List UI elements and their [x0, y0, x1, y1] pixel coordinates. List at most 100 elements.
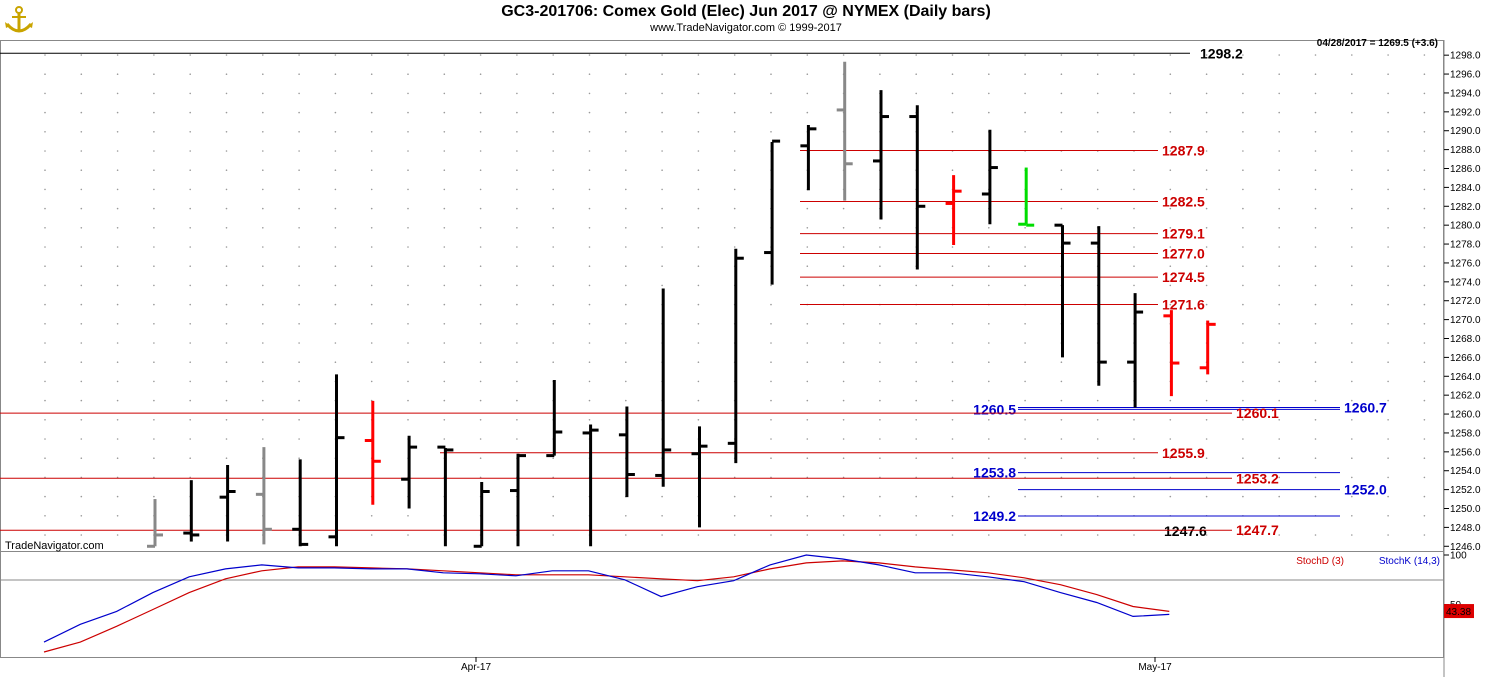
grid-dot: [225, 284, 228, 287]
grid-dot: [479, 131, 482, 133]
grid-dot: [262, 265, 264, 268]
grid-dot: [1278, 303, 1280, 306]
grid-dot: [1314, 188, 1317, 191]
grid-dot: [1314, 495, 1317, 498]
grid-dot: [625, 111, 627, 114]
grid-dot: [988, 265, 990, 268]
grid-dot: [189, 303, 191, 306]
grid-dot: [334, 188, 337, 191]
grid-dot: [915, 342, 917, 344]
grid-dot: [915, 534, 917, 536]
grid-dot: [116, 246, 119, 248]
y-tick-label: 1270.0: [1450, 315, 1481, 326]
grid-dot: [1387, 131, 1389, 133]
grid-dot: [189, 111, 191, 114]
grid-dot: [1387, 515, 1389, 517]
grid-dot: [1096, 457, 1099, 460]
grid-dot: [1351, 150, 1353, 152]
grid-dot: [153, 438, 155, 440]
ohlc-bar: [401, 435, 418, 509]
x-tick-label: May-17: [1138, 662, 1172, 673]
grid-dot: [1314, 131, 1317, 133]
grid-dot: [516, 399, 518, 402]
grid-dot: [806, 207, 809, 210]
y-tick-label: 1296.0: [1450, 70, 1481, 81]
grid-dot: [879, 246, 881, 248]
grid-dot: [1423, 323, 1426, 325]
grid-dot: [842, 380, 845, 383]
grid-dot: [1060, 399, 1063, 402]
grid-dot: [262, 227, 264, 229]
grid-dot: [516, 419, 518, 421]
grid-dot: [443, 207, 446, 210]
grid-dot: [262, 303, 264, 306]
grid-dot: [625, 380, 627, 383]
grid-dot: [298, 380, 300, 383]
grid-dot: [225, 92, 228, 95]
grid-dot: [842, 265, 845, 268]
grid-dot: [1133, 495, 1135, 498]
grid-dot: [80, 188, 83, 191]
ohlc-bar: [909, 105, 926, 270]
grid-dot: [1278, 131, 1280, 133]
grid-dot: [225, 380, 228, 383]
grid-dot: [1024, 457, 1026, 460]
grid-dot: [516, 131, 518, 133]
grid-dot: [153, 342, 155, 344]
grid-dot: [407, 323, 409, 325]
grid-dot: [1351, 207, 1353, 210]
grid-dot: [407, 303, 409, 306]
grid-dot: [1169, 284, 1172, 287]
grid-dot: [1205, 73, 1208, 75]
grid-dot: [552, 361, 554, 364]
grid-dot: [298, 419, 300, 421]
grid-dot: [661, 207, 663, 210]
grid-dot: [588, 111, 591, 114]
y-tick-label: 1260.0: [1450, 410, 1481, 421]
grid-dot: [1314, 54, 1317, 56]
grid-dot: [370, 207, 373, 210]
grid-dot: [1133, 246, 1135, 248]
grid-dot: [479, 246, 482, 248]
grid-dot: [806, 342, 809, 344]
grid-dot: [697, 265, 700, 268]
stochk-legend: StochK (14,3): [1379, 556, 1440, 567]
grid-dot: [443, 169, 446, 171]
grid-dot: [516, 323, 518, 325]
grid-dot: [879, 54, 881, 56]
grid-dot: [370, 111, 373, 114]
grid-dot: [806, 54, 809, 56]
grid-dot: [1278, 73, 1280, 75]
grid-dot: [988, 495, 990, 498]
grid-dot: [1278, 227, 1280, 229]
level-label: 1279.1: [1162, 226, 1205, 242]
grid-dot: [1242, 150, 1244, 152]
grid-dot: [552, 207, 554, 210]
grid-dot: [153, 131, 155, 133]
grid-dot: [189, 419, 191, 421]
grid-dot: [225, 399, 228, 402]
ohlc-bar: [727, 248, 744, 464]
grid-dot: [951, 265, 954, 268]
grid-dot: [1278, 188, 1280, 191]
grid-dot: [1096, 399, 1099, 402]
grid-dot: [625, 169, 627, 171]
grid-dot: [116, 73, 119, 75]
grid-dot: [770, 323, 772, 325]
grid-dot: [806, 534, 809, 536]
grid-dot: [80, 207, 83, 210]
y-tick-label: 1278.0: [1450, 240, 1481, 251]
grid-dot: [116, 361, 119, 364]
level-label: 1282.5: [1162, 194, 1205, 210]
grid-dot: [479, 227, 482, 229]
grid-dot: [1423, 399, 1426, 402]
grid-dot: [806, 284, 809, 287]
grid-dot: [1242, 438, 1244, 440]
grid-dot: [1169, 207, 1172, 210]
ohlc-bar: [1054, 223, 1071, 358]
grid-dot: [44, 54, 46, 56]
grid-dot: [479, 438, 482, 440]
grid-dot: [1024, 323, 1026, 325]
grid-dot: [80, 419, 83, 421]
grid-dot: [1205, 227, 1208, 229]
